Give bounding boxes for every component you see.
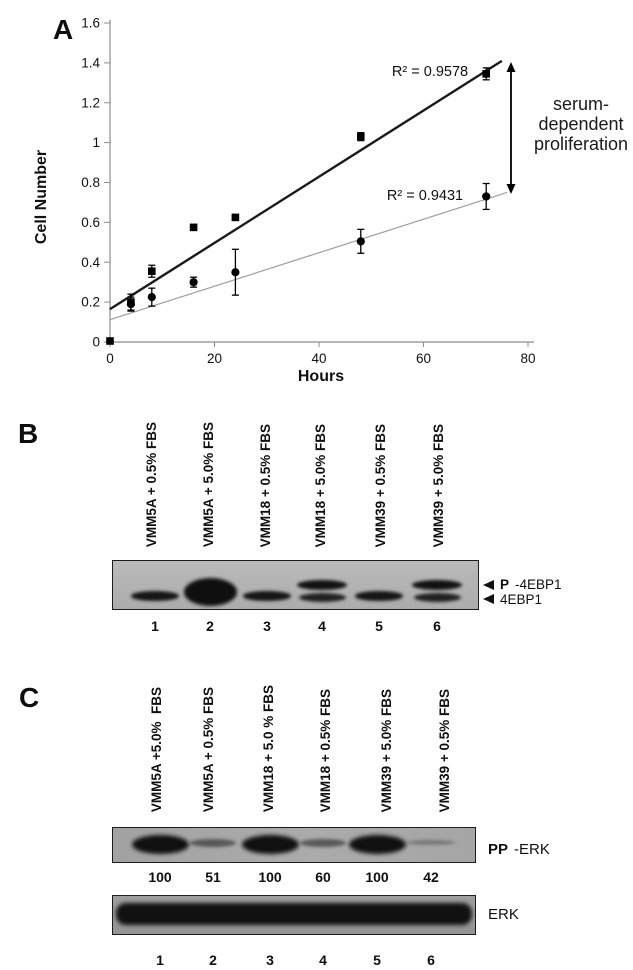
- data-point-circle: [356, 237, 365, 246]
- band-label-bold: P: [500, 577, 510, 592]
- x-tick-label: 20: [207, 351, 222, 366]
- lane-label-b-6: VMM39 + 5.0% FBS: [431, 423, 446, 547]
- pperk-band: [190, 838, 236, 847]
- pperk-quant-value: 42: [423, 869, 439, 885]
- lane-label-c-2: VMM5A + 0.5% FBS: [201, 686, 216, 812]
- y-tick-label: 1.2: [81, 95, 100, 110]
- data-point-circle: [482, 192, 491, 201]
- pperk-band: [131, 834, 189, 854]
- lane-number-c-5: 5: [373, 952, 381, 968]
- panel-c-label: C: [19, 682, 40, 713]
- pperk-label-text: -ERK: [514, 841, 550, 858]
- pperk-label-bold: PP: [488, 841, 509, 858]
- arrow-down-head-icon: [506, 184, 516, 194]
- data-point-square: [127, 298, 135, 306]
- pperk-quant-value: 100: [258, 869, 282, 885]
- pperk-label: PP -ERK: [488, 841, 550, 858]
- y-tick-label: 0: [92, 335, 100, 350]
- pperk-quant-value: 100: [148, 869, 172, 885]
- lane-label-b-3: VMM18 + 0.5% FBS: [258, 423, 273, 547]
- band-label-text: 4EBP1: [500, 591, 543, 607]
- r2-label-squares: R² = 0.9578: [392, 64, 468, 80]
- panel-b-label: B: [18, 418, 39, 449]
- lane-number-c-2: 2: [209, 952, 217, 968]
- lane-label-c-5: VMM39 + 5.0% FBS: [379, 688, 394, 812]
- lane-label-c-4: VMM18 + 0.5% FBS: [318, 688, 333, 812]
- y-tick-label: 0.6: [81, 215, 100, 230]
- y-axis-title: Cell Number: [33, 150, 50, 244]
- band-label-text: -4EBP1: [515, 577, 562, 592]
- erk-band: [116, 903, 472, 925]
- y-tick-label: 1.4: [81, 55, 100, 70]
- trendline-squares: [109, 59, 503, 311]
- lane-number-c-3: 3: [266, 952, 274, 968]
- pperk-band: [300, 838, 346, 847]
- lane-label-b-2: VMM5A + 5.0% FBS: [201, 421, 216, 547]
- lane-number-b-6: 6: [433, 618, 441, 634]
- band-marker-label: 4EBP1: [483, 592, 542, 607]
- serum-annotation-line: proliferation: [534, 134, 628, 154]
- trendline-circles: [109, 191, 508, 321]
- y-tick-label: 0.4: [81, 255, 100, 270]
- lane-number-b-2: 2: [206, 618, 214, 634]
- data-point-circle: [189, 278, 198, 287]
- x-axis-title: Hours: [298, 368, 344, 385]
- arrow-up-head-icon: [506, 62, 516, 72]
- lane-number-c-6: 6: [427, 952, 435, 968]
- x-tick-label: 80: [520, 351, 535, 366]
- pperk-quant-value: 100: [365, 869, 389, 885]
- blot-band: [413, 592, 461, 602]
- lane-number-b-5: 5: [375, 618, 383, 634]
- data-point-circle: [147, 293, 156, 302]
- pperk-quant-value: 51: [205, 869, 221, 885]
- lane-label-b-1: VMM5A + 0.5% FBS: [144, 421, 159, 547]
- x-tick-label: 40: [311, 351, 326, 366]
- blot-band: [298, 592, 346, 602]
- lane-number-c-4: 4: [319, 952, 327, 968]
- lane-label-c-6: VMM39 + 0.5% FBS: [437, 688, 452, 812]
- serum-annotation-line: serum-: [553, 94, 609, 114]
- pperk-quant-value: 60: [315, 869, 331, 885]
- y-tick-label: 0.2: [81, 295, 100, 310]
- blot-band: [131, 591, 179, 601]
- blot-band: [355, 591, 403, 601]
- blot-band: [183, 577, 237, 606]
- lane-number-b-1: 1: [151, 618, 159, 634]
- panel-a-label: A: [53, 14, 74, 45]
- y-tick-label: 1.6: [81, 16, 100, 31]
- data-point-square: [106, 337, 114, 345]
- y-tick-label: 0.8: [81, 175, 100, 190]
- lane-label-b-5: VMM39 + 0.5% FBS: [373, 423, 388, 547]
- r2-label-circles: R² = 0.9431: [387, 188, 463, 204]
- data-point-square: [148, 267, 156, 276]
- data-point-square: [482, 70, 490, 78]
- data-point-circle: [231, 268, 240, 277]
- x-tick-label: 0: [106, 351, 114, 366]
- pperk-band: [407, 839, 455, 846]
- serum-annotation-line: dependent: [538, 114, 623, 134]
- left-arrow-icon: [483, 594, 494, 604]
- blot-band: [297, 579, 347, 590]
- y-tick-label: 1: [92, 135, 100, 150]
- pperk-band: [348, 834, 406, 854]
- blot-band: [243, 591, 291, 601]
- lane-label-c-3: VMM18 + 5.0 % FBS: [261, 684, 276, 812]
- lane-number-b-4: 4: [318, 618, 326, 634]
- x-tick-label: 60: [416, 351, 431, 366]
- band-marker-label: P -4EBP1: [483, 577, 562, 592]
- lane-number-c-1: 1: [156, 952, 164, 968]
- erk-label: ERK: [488, 906, 519, 923]
- pperk-band: [241, 834, 299, 854]
- lane-label-b-4: VMM18 + 5.0% FBS: [313, 423, 328, 547]
- lane-label-c-1: VMM5A +5.0% FBS: [149, 686, 164, 812]
- left-arrow-icon: [483, 579, 494, 590]
- lane-number-b-3: 3: [263, 618, 271, 634]
- data-point-square: [357, 132, 365, 141]
- data-point-square: [231, 213, 240, 222]
- blot-band: [412, 579, 462, 590]
- data-point-square: [189, 223, 198, 232]
- proliferation-chart: 0 0.2 0.4 0.6 0.8 1 1.2 1.4 1.6 0 20 40 60 80 Hours Cel…: [33, 16, 628, 386]
